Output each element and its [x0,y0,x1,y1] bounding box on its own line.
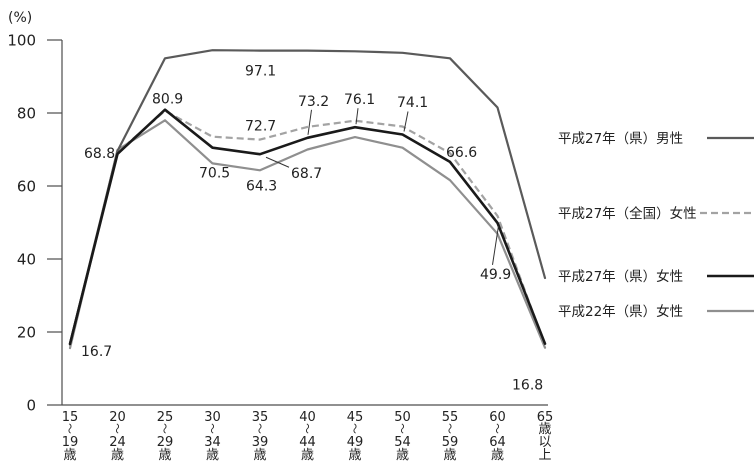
x-tick-label: 50～54歳 [394,410,411,463]
x-tick-label-part: 歳 [491,448,504,463]
legend-label: 平成22年（県）女性 [558,303,683,320]
x-tick-label-part: ～ [396,423,409,434]
x-tick-label-part: 歳 [538,422,551,437]
data-labels: 97.1 72.7 16.7 68.8 80.9 70.5 68.7 73.2 76.1 74.1… [81,64,543,394]
legend-label: 平成27年（全国）女性 [558,205,697,222]
x-tick-label-part: ～ [111,423,124,434]
legend-item: 平成27年（県）女性 [558,268,754,285]
x-tick-label-part: ～ [206,423,219,434]
data-label: 49.9 [480,267,511,283]
x-tick-label-part: 歳 [253,448,266,463]
data-label: 73.2 [298,94,329,110]
legend-item: 平成27年（全国）女性 [558,205,754,222]
x-tick-label: 15～19歳 [62,410,79,463]
x-tick-label-part: 64 [489,435,506,450]
data-label: 16.7 [81,344,112,360]
legend-label: 平成27年（県）女性 [558,268,683,285]
y-tick-label: 0 [26,397,36,415]
x-tick-label: 45～49歳 [347,410,364,463]
data-label: 68.7 [291,166,322,182]
data-label: 80.9 [152,92,183,108]
data-label-leader [307,109,312,135]
axes: 02040608010015～19歳20～24歳25～29歳30～34歳35～3… [7,32,553,464]
y-tick-label: 80 [17,105,36,123]
data-label: 72.7 [245,119,276,135]
series-line-0 [68,49,547,345]
x-tick-label-part: ～ [348,423,361,434]
data-label: 70.5 [199,166,230,182]
x-tick-label: 60～64歳 [489,410,506,463]
x-tick-label-part: 20 [109,410,126,425]
x-tick-label: 40～44歳 [299,410,316,463]
x-tick-label-part: 40 [299,410,316,425]
x-tick-label-part: 25 [157,410,174,425]
x-tick-label-part: 歳 [443,448,456,463]
series-line-3 [68,119,547,350]
y-tick-label: 40 [17,251,36,269]
x-tick-label-part: 30 [204,410,221,425]
series-line-2 [68,108,547,346]
x-tick-label-part: 54 [394,435,411,450]
x-tick-label-part: 55 [442,410,459,425]
x-tick-label-part: 50 [394,410,411,425]
series-line-1 [68,109,547,347]
x-tick-label-part: 24 [109,435,126,450]
x-tick-label-part: 35 [252,410,269,425]
x-tick-label-part: 以 [538,435,551,450]
x-tick-label: 25～29歳 [157,410,174,463]
x-tick-label-part: 44 [299,435,316,450]
x-tick-label-part: ～ [158,423,171,434]
data-label-leader [355,108,359,125]
x-tick-label-part: ～ [491,423,504,434]
x-tick-label-part: 29 [157,435,174,450]
x-tick-label: 55～59歳 [442,410,459,463]
x-tick-label-part: 60 [489,410,506,425]
legend-item: 平成22年（県）女性 [558,303,754,320]
y-axis-unit-label: (%) [8,10,32,26]
data-label: 68.8 [84,146,115,162]
x-tick-label: 35～39歳 [252,410,269,463]
legend-label: 平成27年（県）男性 [558,131,683,147]
data-label: 97.1 [245,64,276,80]
x-tick-label-part: 49 [347,435,364,450]
x-tick-label-part: ～ [443,423,456,434]
data-label: 16.8 [512,378,543,394]
x-tick-label: 30～34歳 [204,410,221,463]
data-label: 76.1 [344,92,375,108]
x-tick-label-part: 歳 [111,448,124,463]
x-tick-label-part: 上 [538,448,551,463]
x-tick-label-part: 歳 [301,448,314,463]
y-tick-label: 20 [17,324,36,342]
x-tick-label-part: ～ [301,423,314,434]
legend: 平成27年（県）男性平成27年（全国）女性平成27年（県）女性平成22年（県）女… [558,131,754,320]
x-tick-label-part: 歳 [158,448,171,463]
x-tick-label-part: 歳 [63,448,76,463]
x-tick-label-part: ～ [63,423,76,434]
data-label: 66.6 [446,145,477,161]
x-tick-label-part: 34 [204,435,221,450]
x-tick-label: 20～24歳 [109,410,126,463]
legend-item: 平成27年（県）男性 [558,131,754,147]
y-tick-label: 60 [17,178,36,196]
x-tick-label-part: 39 [252,435,269,450]
x-tick-label-part: 65 [537,410,554,425]
x-tick-label-part: 歳 [396,448,409,463]
data-label-leader [492,225,499,265]
x-tick-label-part: 15 [62,410,79,425]
x-tick-label-part: 歳 [206,448,219,463]
x-tick-label-part: 歳 [348,448,361,463]
data-label: 74.1 [397,95,428,111]
x-tick-label-part: ～ [253,423,266,434]
data-label-leader [403,111,409,132]
data-label: 64.3 [246,178,277,194]
x-tick-label-part: 45 [347,410,364,425]
x-tick-label-part: 59 [442,435,459,450]
y-tick-label: 100 [7,32,36,50]
x-tick-label-part: 19 [62,435,79,450]
data-label-leader [265,156,290,168]
series-layer [68,49,547,350]
